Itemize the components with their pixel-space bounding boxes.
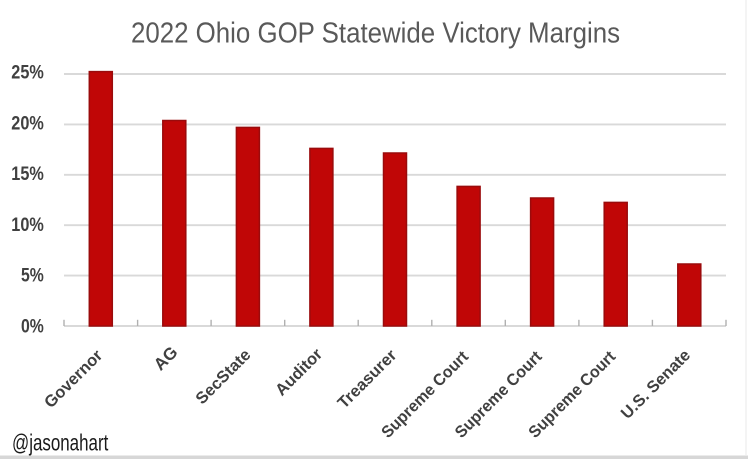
svg-text:2022 Ohio GOP Statewide Victor: 2022 Ohio GOP Statewide Victory Margins: [131, 18, 620, 50]
svg-text:5%: 5%: [21, 265, 44, 287]
svg-text:10%: 10%: [11, 214, 44, 236]
svg-text:15%: 15%: [11, 163, 44, 185]
svg-text:0%: 0%: [21, 316, 44, 338]
svg-text:@jasonahart: @jasonahart: [12, 430, 109, 456]
svg-text:25%: 25%: [11, 62, 44, 84]
svg-text:20%: 20%: [11, 112, 44, 134]
